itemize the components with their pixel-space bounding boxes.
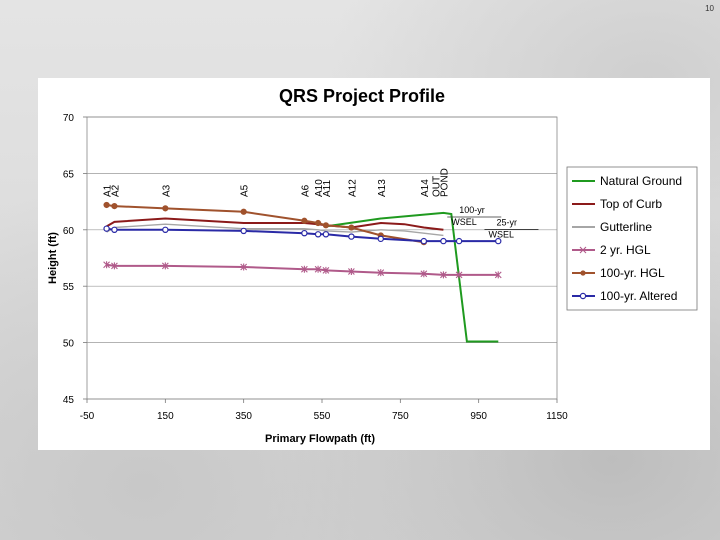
x-tick-label: 550 (314, 411, 331, 422)
data-point (455, 271, 463, 279)
legend-label: Gutterline (600, 220, 652, 234)
y-tick-label: 50 (63, 339, 75, 350)
y-tick-label: 70 (63, 113, 75, 124)
x-axis-label: Primary Flowpath (ft) (265, 433, 375, 445)
legend-label: 100-yr. Altered (600, 289, 677, 303)
data-point (314, 219, 322, 227)
data-point (322, 222, 330, 229)
wsel-annotation: 100-yr WSEL (447, 205, 502, 227)
legend-marker (580, 270, 586, 276)
station-label: A1 (103, 184, 114, 197)
data-point (348, 224, 355, 231)
data-point (495, 237, 502, 245)
data-point (314, 265, 322, 273)
data-point (161, 262, 169, 270)
data-point (420, 237, 428, 245)
legend-marker (579, 246, 587, 254)
x-tick-label: 150 (157, 411, 174, 422)
slide-number: 10 (705, 4, 714, 13)
legend-label: Top of Curb (600, 197, 662, 211)
x-tick-label: 750 (392, 411, 409, 422)
data-point (103, 261, 110, 269)
station-label: A14 (420, 179, 431, 197)
data-point (103, 225, 110, 232)
station-label: A6 (300, 184, 311, 197)
series-line-natural-ground (325, 211, 499, 343)
data-point (348, 233, 355, 240)
data-point (240, 263, 248, 271)
data-point (300, 265, 308, 273)
annotation-text: WSEL (451, 217, 477, 227)
legend-marker (579, 292, 587, 300)
data-point (301, 229, 308, 237)
wsel-annotation: 25-yr WSEL (484, 217, 539, 239)
annotation-text: 25-yr (496, 217, 517, 227)
y-axis-label: Height (ft) (47, 232, 59, 284)
station-label: A13 (377, 179, 388, 197)
data-point (162, 226, 169, 233)
series-line-100-yr-hgl (106, 204, 424, 244)
data-point (377, 269, 385, 277)
data-point (440, 237, 447, 245)
legend-label: 2 yr. HGL (600, 243, 651, 257)
data-point (111, 262, 118, 270)
station-label: A12 (347, 179, 358, 197)
x-tick-label: -50 (80, 411, 95, 422)
legend-label: 100-yr. HGL (600, 266, 665, 280)
data-point (162, 205, 169, 212)
data-point (347, 268, 355, 276)
station-label: A11 (322, 180, 333, 197)
data-point (240, 208, 247, 215)
series-line-gutterline (106, 223, 444, 237)
data-point (440, 271, 447, 279)
x-tick-label: 350 (235, 411, 252, 422)
data-point (420, 270, 428, 278)
data-point (377, 235, 384, 243)
y-tick-label: 45 (63, 395, 75, 406)
data-point (111, 203, 118, 210)
plot-area-frame (86, 116, 558, 400)
series-group (103, 201, 502, 343)
station-label: A10 (314, 179, 325, 197)
station-label: OUT (432, 176, 443, 197)
legend-box (566, 166, 698, 311)
annotation-text: 100-yr (459, 205, 485, 215)
x-tick-label: 950 (470, 411, 487, 422)
data-point (455, 237, 463, 245)
station-label: A3 (161, 184, 172, 197)
legend: Natural Ground Top of Curb Gutterline 2 yr.… (566, 166, 698, 311)
data-point (322, 231, 330, 238)
chart-title: QRS Project Profile (279, 86, 445, 106)
gridlines (87, 116, 557, 400)
axes: 45 50 55 60 65 70 -50 150 350 550 750 950 1150 (63, 113, 568, 422)
annotation-text: WSEL (488, 229, 514, 239)
data-point (240, 227, 247, 235)
data-point (103, 201, 110, 209)
y-tick-label: 60 (63, 226, 75, 237)
y-tick-label: 55 (63, 282, 75, 293)
station-label: A2 (110, 184, 121, 197)
data-point (494, 271, 502, 279)
data-point (314, 231, 322, 238)
data-point (322, 266, 330, 274)
data-point (111, 226, 118, 233)
station-label: POND (439, 168, 450, 197)
legend-label: Natural Ground (600, 174, 682, 188)
x-tick-label: 1150 (546, 411, 568, 422)
data-point (301, 217, 308, 224)
y-tick-label: 65 (63, 169, 75, 180)
station-label: A5 (240, 184, 251, 197)
